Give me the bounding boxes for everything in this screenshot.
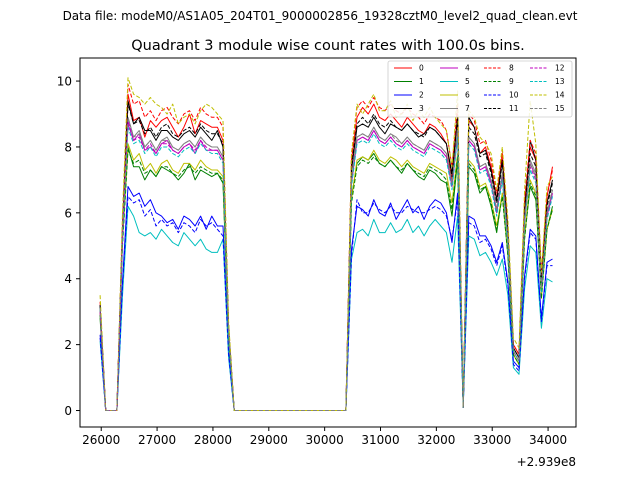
legend-label-8: 8 [509, 64, 514, 73]
x-tick-label: 34000 [529, 433, 567, 447]
y-tick-label: 10 [57, 75, 72, 89]
y-tick-label: 2 [64, 338, 72, 352]
series-line-15 [99, 116, 553, 411]
legend-label-5: 5 [465, 77, 470, 86]
x-tick-label: 32000 [417, 433, 455, 447]
x-axis: 26000 27000 28000 29000 30000 31000 32000 33000… [82, 427, 567, 447]
y-tick-label: 0 [64, 404, 72, 418]
legend-label-7: 7 [465, 104, 470, 113]
x-offset-label: +2.939e8 [517, 455, 576, 469]
legend-label-1: 1 [419, 77, 424, 86]
x-tick-label: 30000 [306, 433, 344, 447]
legend-label-11: 11 [509, 104, 519, 113]
x-tick-label: 27000 [138, 433, 176, 447]
legend-label-12: 12 [555, 64, 565, 73]
series-line-11 [99, 103, 553, 411]
x-tick-label: 29000 [250, 433, 288, 447]
series-layer [99, 77, 553, 411]
legend-label-6: 6 [465, 91, 470, 100]
legend-label-10: 10 [509, 91, 519, 100]
plot-frame [79, 57, 577, 428]
legend-label-2: 2 [419, 91, 424, 100]
chart-suptitle: Data file: modeM0/AS1A05_204T01_90000028… [63, 9, 578, 23]
legend-label-15: 15 [555, 104, 565, 113]
y-tick-label: 8 [64, 140, 72, 154]
chart-title: Quadrant 3 module wise count rates with … [131, 38, 525, 54]
x-tick-label: 26000 [82, 433, 120, 447]
legend-label-4: 4 [465, 64, 470, 73]
series-line-13 [99, 126, 553, 411]
legend-frame [387, 60, 573, 118]
legend-label-14: 14 [555, 91, 565, 100]
legend-label-0: 0 [419, 64, 424, 73]
x-tick-label: 31000 [361, 433, 399, 447]
series-line-9 [99, 149, 553, 411]
legend-label-13: 13 [555, 77, 565, 86]
x-tick-label: 33000 [473, 433, 511, 447]
y-tick-label: 4 [64, 272, 72, 286]
legend-label-9: 9 [509, 77, 514, 86]
x-tick-label: 28000 [194, 433, 232, 447]
y-axis: 0 2 4 6 8 10 [57, 75, 80, 418]
y-tick-label: 6 [64, 206, 72, 220]
legend-label-3: 3 [419, 104, 424, 113]
